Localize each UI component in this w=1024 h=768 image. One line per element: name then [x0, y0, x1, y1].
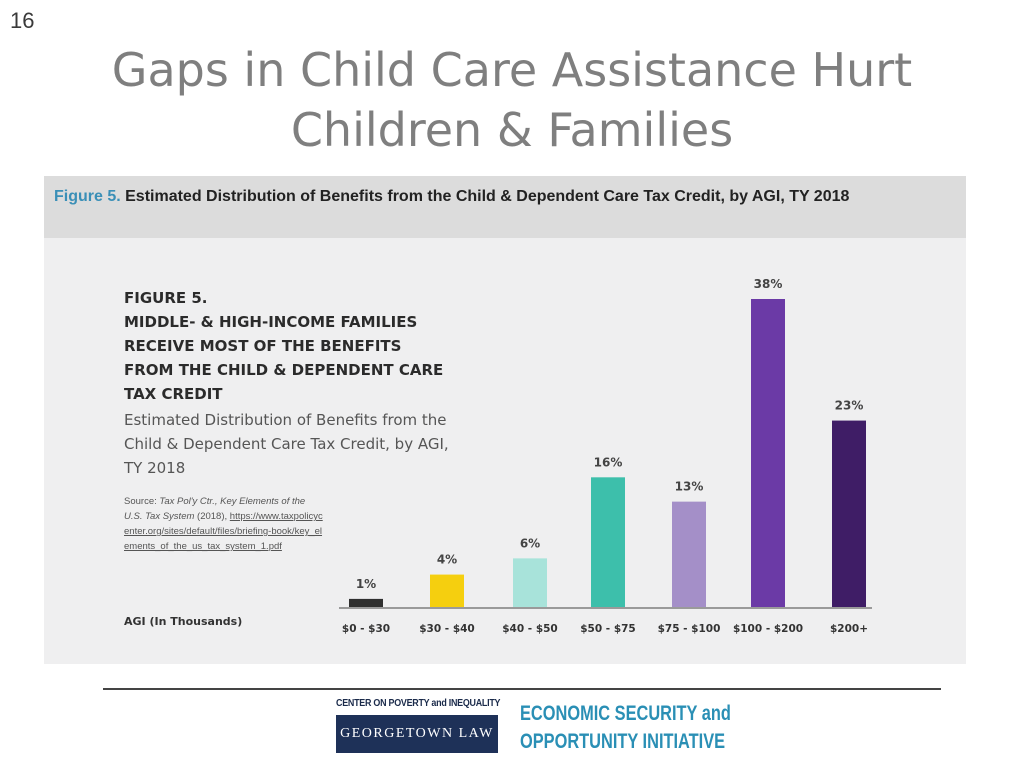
georgetown-law-box: GEORGETOWN LAW [336, 715, 498, 753]
center-on-poverty-text: CENTER ON POVERTY and INEQUALITY [336, 697, 501, 709]
figure-caption: Estimated Distribution of Benefits from … [120, 188, 850, 205]
bar-chart: 1% $0 - $30 4% $30 - $40 6% $40 - $50 16% $50 -… [339, 277, 872, 635]
source-link[interactable]: https://www.taxpolicycenter.org/sites/de… [124, 511, 323, 552]
bar [751, 299, 785, 607]
chart-source: Source: Tax Pol'y Ctr., Key Elements of … [124, 494, 324, 554]
x-axis-label: AGI (In Thousands) [124, 615, 243, 628]
data-label: 1% [356, 577, 376, 591]
bar [672, 501, 706, 607]
chart-description: FIGURE 5. MIDDLE- & HIGH-INCOME FAMILIES… [124, 286, 464, 554]
x-tick-label: $30 - $40 [419, 623, 475, 635]
source-prefix: Source: [124, 496, 160, 507]
figure-header: Figure 5. Estimated Distribution of Bene… [44, 176, 966, 238]
chart-heading-line: MIDDLE- & HIGH-INCOME FAMILIES [124, 313, 418, 331]
esoi-logo: ECONOMIC SECURITY and OPPORTUNITY INITIA… [520, 700, 731, 756]
chart-heading-line: RECEIVE MOST OF THE BENEFITS [124, 337, 402, 355]
source-year: (2018), [194, 511, 230, 522]
georgetown-law-text: GEORGETOWN LAW [340, 726, 494, 741]
data-label: 38% [754, 277, 783, 291]
bar [513, 558, 547, 607]
chart-subtitle: Estimated Distribution of Benefits from … [124, 411, 449, 477]
slide-number: 16 [10, 8, 35, 33]
chart-panel: FIGURE 5. MIDDLE- & HIGH-INCOME FAMILIES… [44, 238, 966, 664]
x-tick-label: $40 - $50 [502, 623, 558, 635]
esoi-line-2: OPPORTUNITY INITIATIVE [520, 730, 726, 753]
data-label: 23% [835, 399, 864, 413]
esoi-line-1: ECONOMIC SECURITY and [520, 702, 731, 725]
source-title: Tax Pol'y Ctr., Key Elements of the U.S.… [124, 496, 306, 522]
x-tick-label: $100 - $200 [733, 623, 803, 635]
bar [832, 420, 866, 607]
x-tick-label: $0 - $30 [342, 623, 390, 635]
data-label: 4% [437, 553, 457, 567]
bar [349, 598, 383, 607]
bar [430, 574, 464, 607]
chart-heading-line: TAX CREDIT [124, 385, 223, 403]
data-label: 16% [594, 455, 623, 469]
footer-divider [103, 688, 941, 690]
x-tick-label: $200+ [830, 623, 868, 635]
x-tick-label: $75 - $100 [658, 623, 721, 635]
slide-title: Gaps in Child Care Assistance Hurt Child… [111, 43, 913, 157]
x-tick-label: $50 - $75 [580, 623, 636, 635]
chart-heading-line: FIGURE 5. [124, 289, 208, 307]
figure-label: Figure 5. [54, 188, 121, 205]
georgetown-logo: CENTER ON POVERTY and INEQUALITY GEORGET… [336, 697, 501, 753]
chart-heading-line: FROM THE CHILD & DEPENDENT CARE [124, 361, 444, 379]
chart-heading: FIGURE 5. MIDDLE- & HIGH-INCOME FAMILIES… [124, 286, 464, 406]
bar [591, 477, 625, 607]
data-label: 13% [675, 480, 704, 494]
data-label: 6% [520, 536, 540, 550]
